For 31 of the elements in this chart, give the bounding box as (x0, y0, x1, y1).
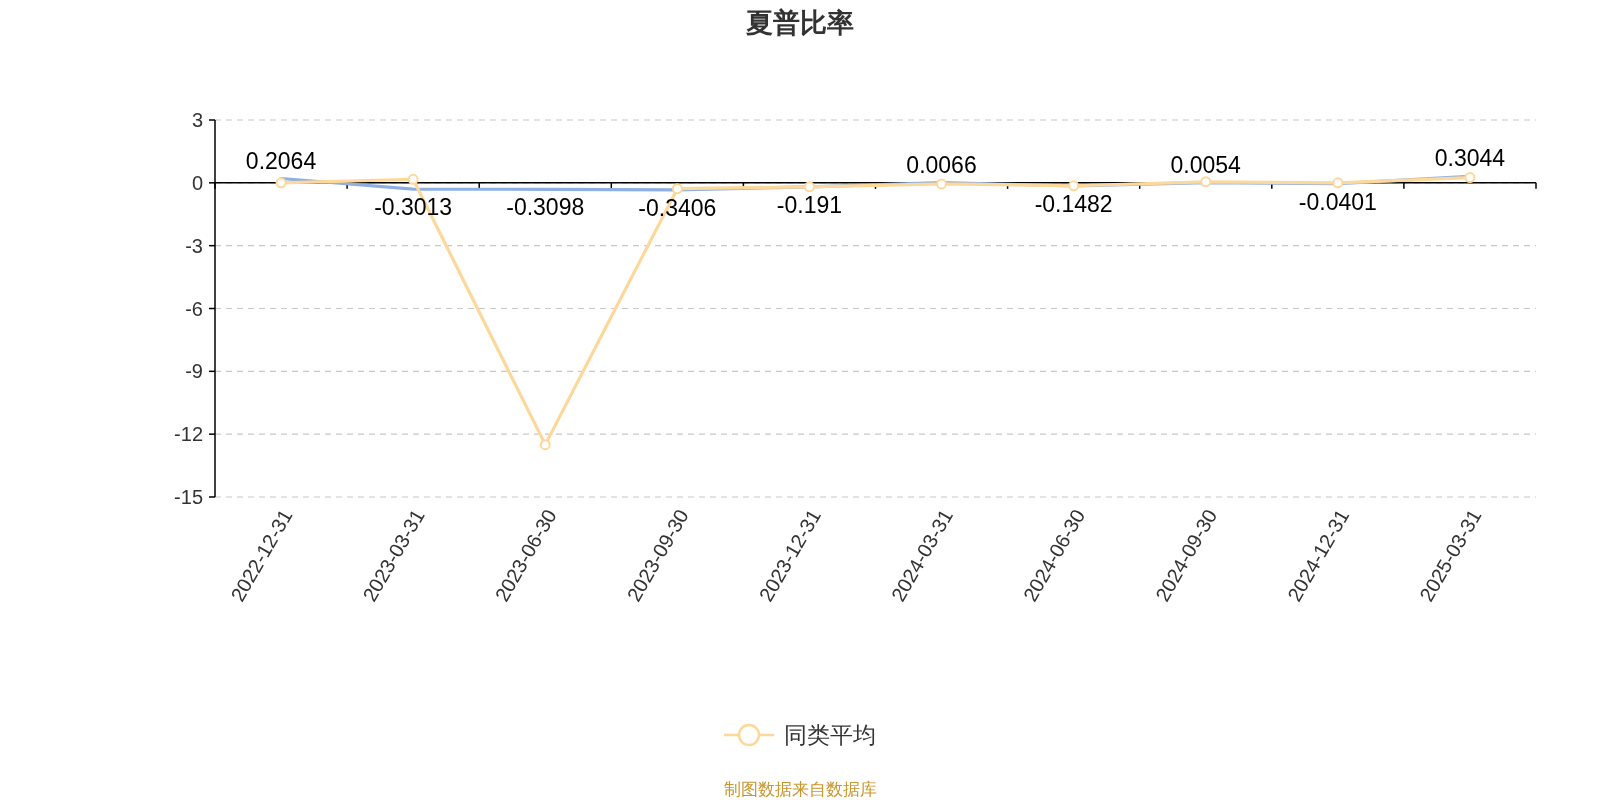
point (275, 177, 287, 189)
point (1464, 172, 1476, 184)
point (803, 181, 815, 193)
point (1200, 176, 1212, 188)
data-label: 0.2064 (245, 147, 317, 174)
y-tick-label: 3 (191, 109, 203, 131)
point (539, 439, 551, 451)
point (1068, 180, 1080, 192)
point (936, 178, 948, 190)
data-label: -0.3098 (506, 194, 585, 221)
y-tick-label: 0 (191, 171, 203, 194)
y-tick-label: -3 (185, 234, 203, 257)
data-label: -0.3013 (374, 194, 453, 221)
data-label: 0.0054 (1170, 151, 1242, 178)
y-tick-label: -6 (185, 297, 203, 320)
text: 制图数据来自数据库 (723, 779, 877, 799)
data-label: 0.3044 (1434, 145, 1506, 172)
y-tick-label: -12 (174, 423, 203, 446)
data-label: -0.0401 (1298, 188, 1377, 215)
point (407, 173, 419, 185)
point (671, 183, 683, 195)
point (1332, 177, 1344, 189)
chart-title: 夏普比率 (745, 8, 854, 38)
data-label: -0.1482 (1034, 190, 1113, 217)
data-label: -0.191 (776, 191, 843, 218)
data-label: -0.3406 (638, 194, 717, 221)
legend-label: 同类平均 (784, 722, 876, 748)
y-tick-label: -9 (185, 360, 203, 383)
data-label: 0.0066 (906, 151, 977, 178)
legend: 同类平均 (724, 722, 876, 748)
y-tick-label: -15 (174, 486, 203, 508)
